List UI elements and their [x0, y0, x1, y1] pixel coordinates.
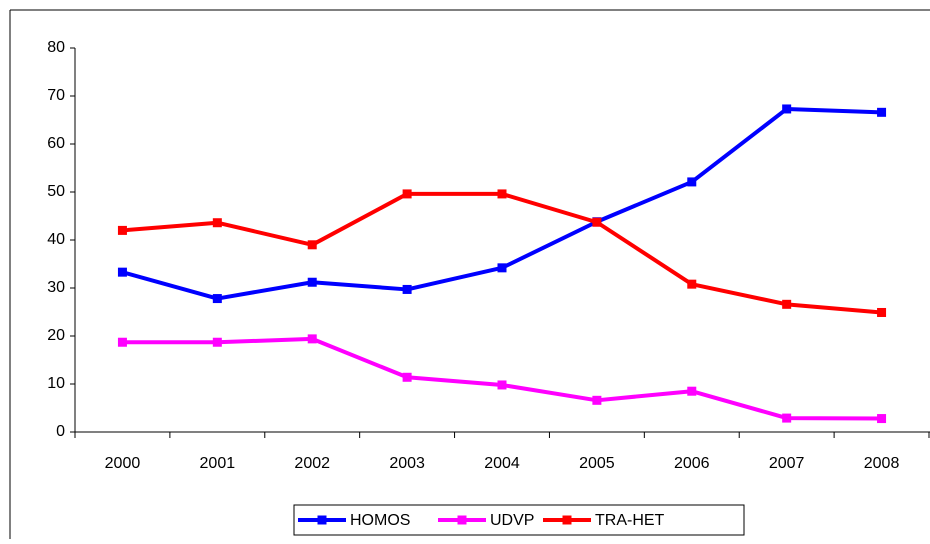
point-marker — [402, 284, 412, 294]
point-marker — [782, 413, 792, 423]
point-marker — [782, 104, 792, 114]
y-tick-label: 0 — [56, 423, 65, 440]
point-marker — [782, 299, 792, 309]
y-tick-label: 40 — [47, 231, 65, 248]
point-marker — [497, 189, 507, 199]
y-tick-label: 30 — [47, 279, 65, 296]
x-tick-label: 2005 — [579, 455, 615, 472]
x-tick-label: 2004 — [484, 455, 520, 472]
legend-box — [293, 504, 745, 536]
point-marker — [307, 277, 317, 287]
x-tick-label: 2008 — [864, 455, 900, 472]
point-marker — [687, 386, 697, 396]
x-tick-label: 2007 — [769, 455, 805, 472]
point-marker — [212, 294, 222, 304]
series-line — [122, 336, 882, 421]
y-tick-label: 10 — [47, 375, 65, 392]
point-marker — [117, 267, 127, 277]
point-marker — [307, 334, 317, 344]
point-marker — [497, 380, 507, 390]
legend-marker — [317, 515, 327, 525]
point-marker — [497, 263, 507, 273]
y-tick-label: 50 — [47, 183, 65, 200]
y-tick-label: 70 — [47, 87, 65, 104]
point-marker — [402, 372, 412, 382]
y-tick-label: 20 — [47, 327, 65, 344]
point-marker — [117, 337, 127, 347]
x-tick-label: 2006 — [674, 455, 710, 472]
x-tick-label: 2002 — [294, 455, 330, 472]
x-tick-label: 2001 — [200, 455, 236, 472]
x-tick-label: 2003 — [389, 455, 425, 472]
legend-marker — [562, 515, 572, 525]
point-marker — [402, 189, 412, 199]
point-marker — [117, 225, 127, 235]
point-marker — [877, 414, 887, 424]
point-marker — [212, 337, 222, 347]
point-marker — [877, 107, 887, 117]
point-marker — [687, 177, 697, 187]
point-marker — [592, 217, 602, 227]
legend-label: HOMOS — [350, 512, 410, 529]
point-marker — [307, 240, 317, 250]
legend-label: TRA-HET — [595, 512, 665, 529]
y-tick-label: 80 — [47, 39, 65, 56]
point-marker — [877, 307, 887, 317]
y-tick-label: 60 — [47, 135, 65, 152]
point-marker — [592, 395, 602, 405]
point-marker — [687, 279, 697, 289]
point-marker — [212, 218, 222, 228]
x-tick-label: 2000 — [105, 455, 141, 472]
legend-marker — [457, 515, 467, 525]
legend-label: UDVP — [490, 512, 534, 529]
